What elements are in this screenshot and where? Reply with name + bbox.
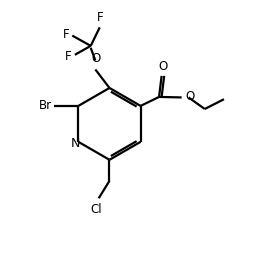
Text: F: F: [65, 50, 72, 63]
Text: O: O: [185, 90, 194, 103]
Text: Cl: Cl: [91, 203, 102, 216]
Text: O: O: [92, 52, 101, 65]
Text: N: N: [71, 137, 80, 150]
Text: F: F: [63, 28, 69, 41]
Text: O: O: [158, 60, 167, 72]
Text: F: F: [96, 11, 103, 24]
Text: Br: Br: [39, 99, 52, 112]
